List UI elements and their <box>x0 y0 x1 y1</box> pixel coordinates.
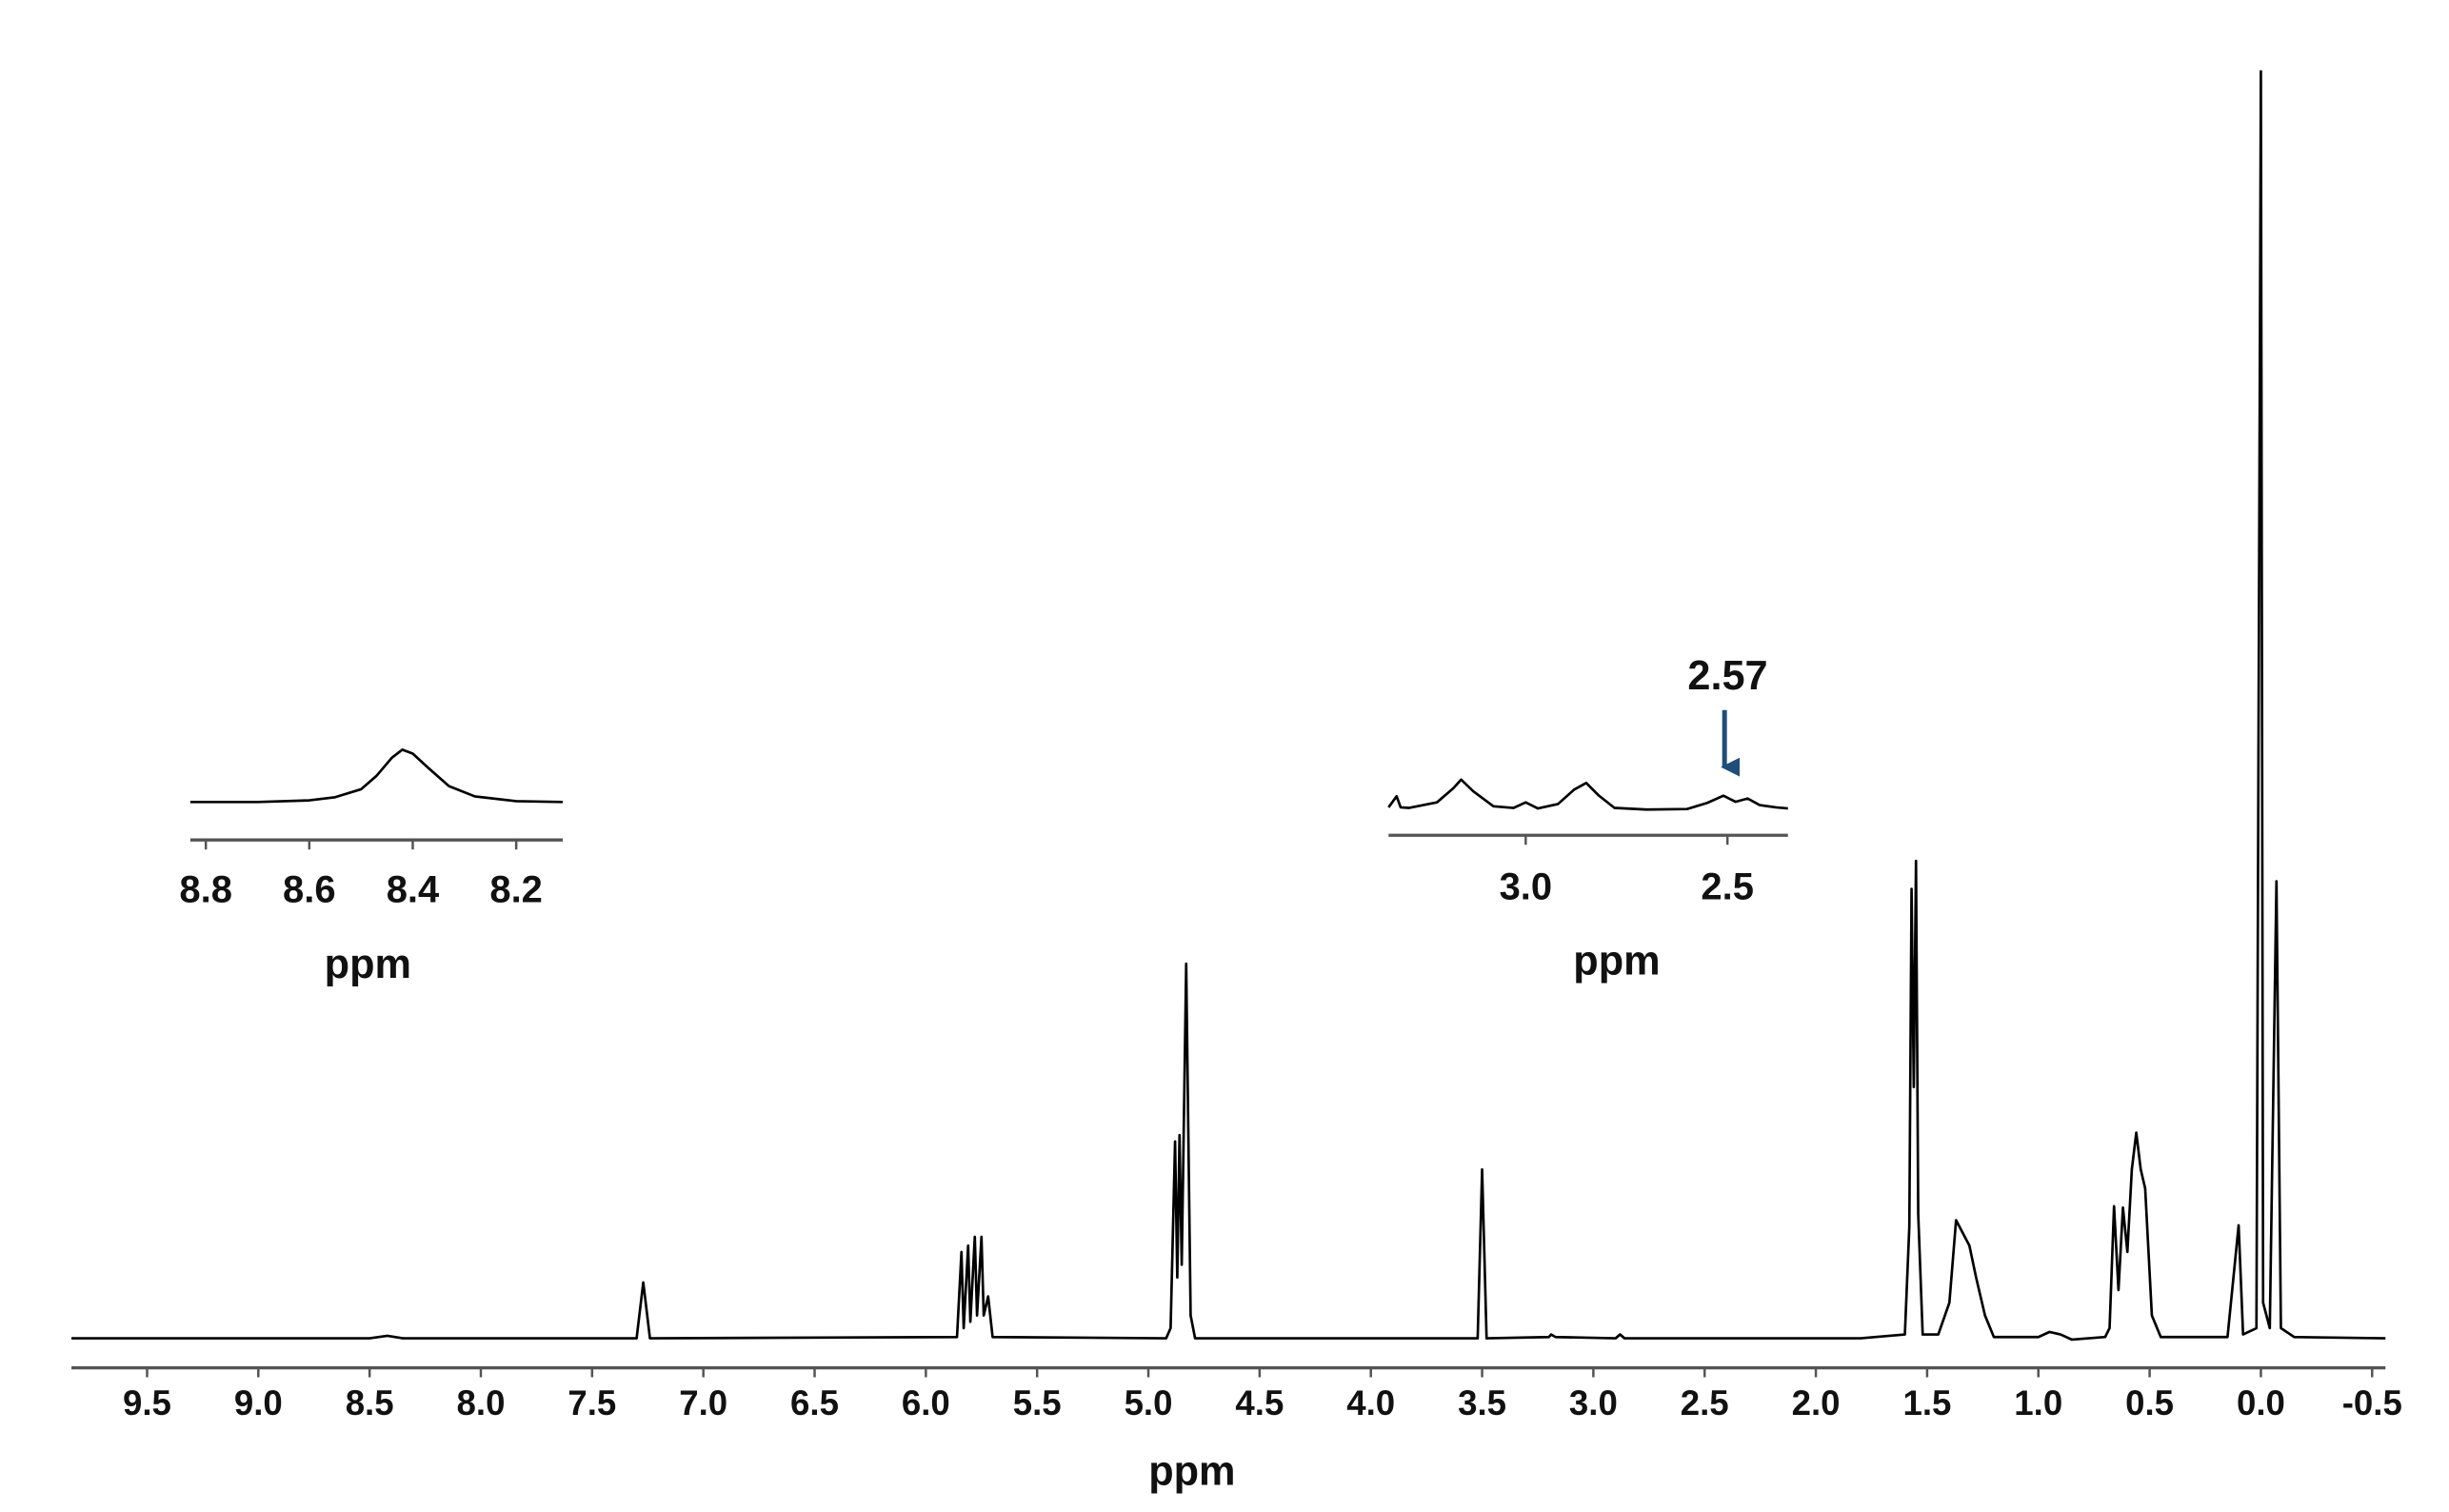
x-tick-label: 2.5 <box>1701 865 1754 907</box>
x-tick-label: 8.6 <box>283 869 336 911</box>
spectrum-line <box>1387 778 1788 811</box>
x-tick-label: 2.0 <box>1792 1383 1841 1422</box>
x-tick-label: 6.5 <box>790 1383 839 1422</box>
x-tick-label: 0.0 <box>2237 1383 2285 1422</box>
x-tick-label: 8.2 <box>489 869 543 911</box>
x-tick-label: 7.5 <box>567 1383 616 1422</box>
x-tick-label: 1.0 <box>2014 1383 2062 1422</box>
x-tick-label: 8.0 <box>457 1383 506 1422</box>
spectrum-line <box>189 748 564 804</box>
x-tick-label: 9.5 <box>123 1383 171 1422</box>
x-tick-label: 7.0 <box>679 1383 727 1422</box>
x-tick-label: 5.0 <box>1125 1383 1173 1422</box>
x-axis-label: ppm <box>325 942 411 987</box>
x-tick-label: 1.5 <box>1902 1383 1951 1422</box>
x-tick-label: -0.5 <box>2342 1383 2402 1422</box>
x-tick-label: 6.0 <box>902 1383 950 1422</box>
x-axis-label: ppm <box>1573 938 1660 984</box>
x-tick-label: 3.0 <box>1500 865 1553 907</box>
x-tick-label: 2.5 <box>1681 1383 1729 1422</box>
x-axis-label: ppm <box>1148 1448 1235 1494</box>
x-tick-label: 8.8 <box>179 869 232 911</box>
x-tick-label: 4.5 <box>1235 1383 1284 1422</box>
x-tick-label: 8.5 <box>346 1383 394 1422</box>
x-tick-label: 8.4 <box>387 869 440 911</box>
x-tick-label: 4.0 <box>1346 1383 1395 1422</box>
x-tick-label: 3.0 <box>1569 1383 1618 1422</box>
x-tick-label: 9.0 <box>234 1383 283 1422</box>
annotation: 2.57 <box>1687 653 1767 699</box>
spectrum-line <box>71 70 2386 1342</box>
x-tick-label: 5.5 <box>1013 1383 1062 1422</box>
x-tick-label: 0.5 <box>2125 1383 2174 1422</box>
x-tick-label: 3.5 <box>1458 1383 1506 1422</box>
